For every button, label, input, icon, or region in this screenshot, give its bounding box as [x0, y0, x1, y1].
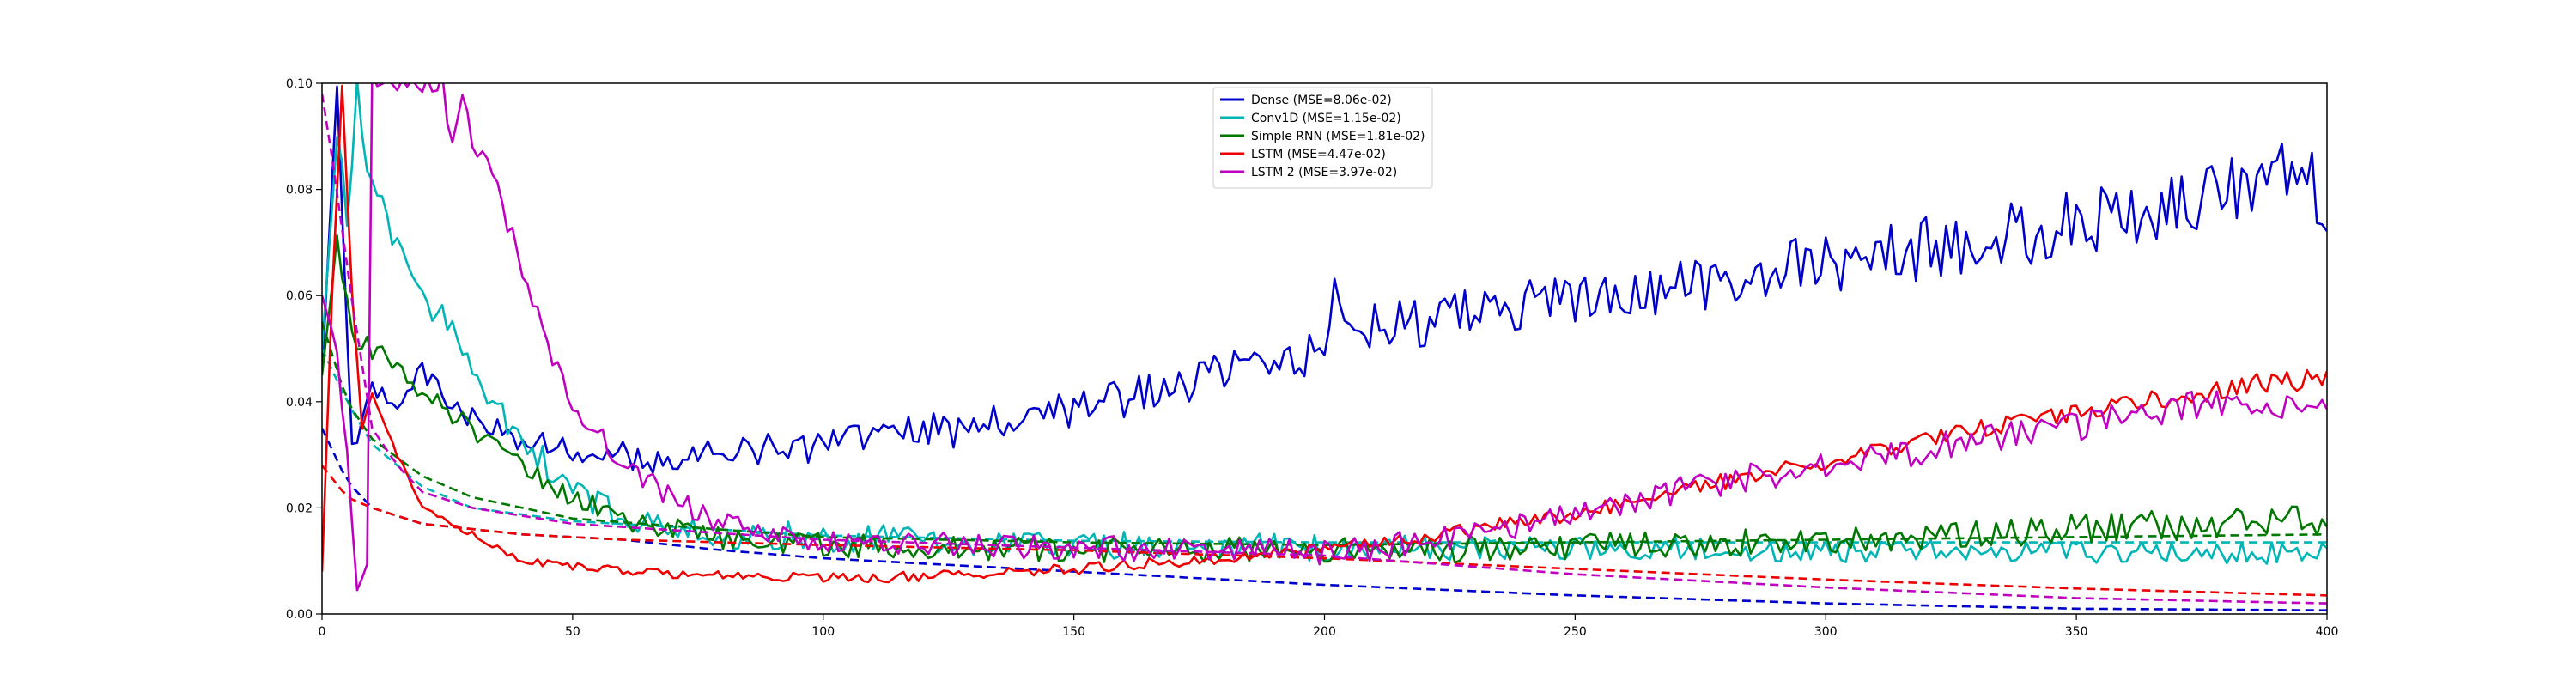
x-tick-label: 150	[1062, 625, 1085, 639]
x-tick-label: 250	[1564, 625, 1587, 639]
x-tick-label: 0	[319, 625, 326, 639]
validation-line-0	[322, 85, 2327, 474]
training-line-3	[322, 465, 2327, 597]
legend-label: LSTM (MSE=4.47e-02)	[1251, 148, 1386, 161]
y-tick-label: 0.10	[286, 77, 313, 91]
axis-ticks: 0 50 100 150 200 250 300 350 400 0.00 0.02 0.04 0.06…	[286, 77, 2339, 639]
y-tick-label: 0.02	[286, 502, 313, 515]
validation-line-2	[322, 234, 2327, 564]
x-tick-label: 300	[1814, 625, 1838, 639]
y-tick-label: 0.08	[286, 184, 313, 198]
legend-label: Dense (MSE=8.06e-02)	[1251, 94, 1392, 107]
legend-box	[1212, 87, 1433, 189]
x-tick-label: 350	[2065, 625, 2088, 639]
y-tick-label: 0.00	[286, 608, 313, 622]
validation-line-4	[322, 83, 2327, 592]
legend-label: LSTM 2 (MSE=3.97e-02)	[1251, 166, 1397, 179]
x-tick-label: 50	[565, 625, 580, 639]
x-tick-label: 400	[2316, 625, 2339, 639]
y-tick-label: 0.06	[286, 289, 313, 303]
legend: Dense (MSE=8.06e-02) Conv1D (MSE=1.15e-02…	[1212, 87, 1433, 189]
x-tick-label: 100	[811, 625, 835, 639]
series-layer	[322, 83, 2327, 611]
y-tick-label: 0.04	[286, 396, 313, 410]
training-line-0	[322, 428, 2327, 611]
training-line-4	[322, 94, 2327, 605]
x-tick-label: 200	[1313, 625, 1336, 639]
legend-label: Conv1D (MSE=1.15e-02)	[1251, 112, 1401, 125]
legend-label: Simple RNN (MSE=1.81e-02)	[1251, 130, 1425, 143]
